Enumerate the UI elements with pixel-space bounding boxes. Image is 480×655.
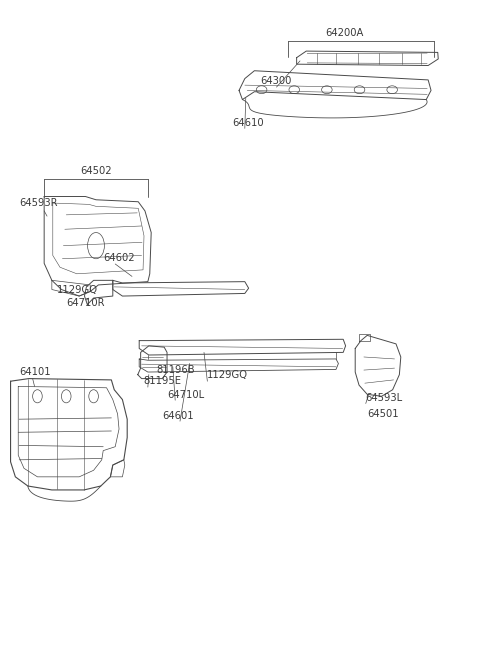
Text: 64502: 64502 (80, 166, 112, 176)
Text: 64501: 64501 (367, 409, 399, 419)
Text: 81195E: 81195E (143, 377, 181, 386)
Text: 64593L: 64593L (365, 393, 402, 403)
Text: 64710L: 64710L (167, 390, 204, 400)
Text: 64601: 64601 (163, 411, 194, 421)
Text: 64610: 64610 (232, 118, 264, 128)
Text: 64200A: 64200A (325, 28, 364, 38)
Text: 64593R: 64593R (19, 198, 58, 208)
Text: 64300: 64300 (261, 77, 292, 86)
Text: 81196B: 81196B (156, 365, 194, 375)
Text: 64710R: 64710R (66, 298, 105, 308)
Text: 64101: 64101 (19, 367, 51, 377)
Text: 64602: 64602 (103, 253, 135, 263)
Text: 1129GQ: 1129GQ (57, 285, 97, 295)
Text: 1129GQ: 1129GQ (207, 370, 248, 380)
